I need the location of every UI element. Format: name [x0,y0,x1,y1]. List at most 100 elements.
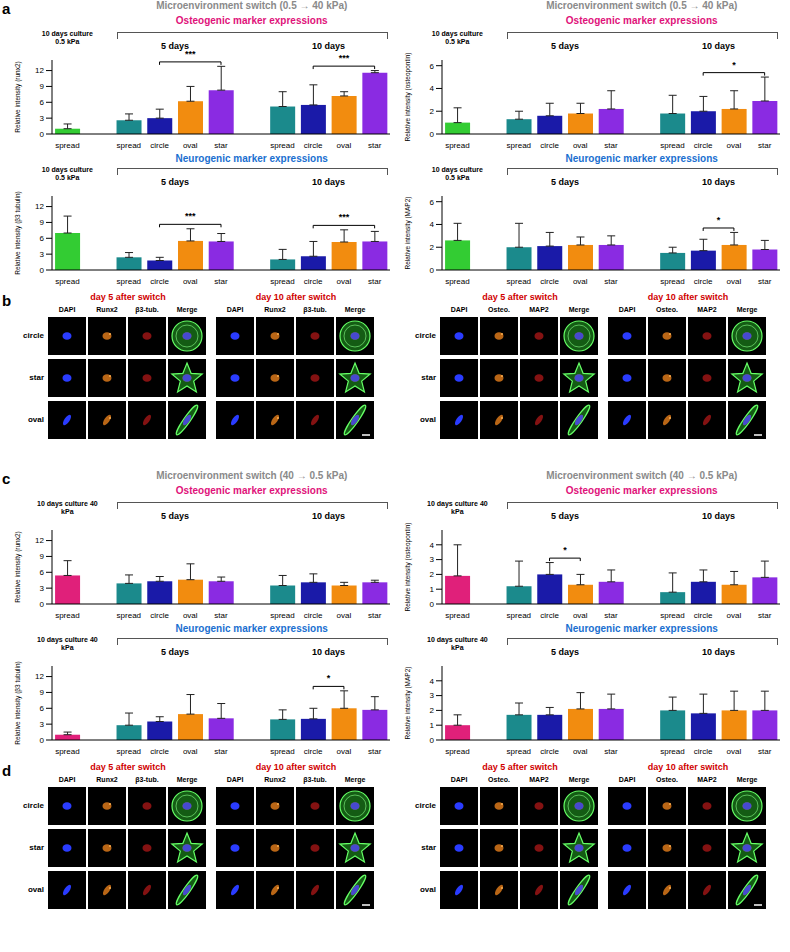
svg-text:star: star [758,611,772,620]
svg-text:oval: oval [183,141,198,150]
svg-text:spread: spread [507,277,531,286]
svg-text:12: 12 [35,66,44,75]
svg-text:spread: spread [660,141,684,150]
svg-text:circle: circle [694,747,713,756]
svg-text:circle: circle [304,141,323,150]
svg-text:spread: spread [507,747,531,756]
svg-text:9: 9 [40,218,45,227]
svg-text:oval: oval [727,277,742,286]
svg-text:star: star [368,277,382,286]
svg-text:spread: spread [55,747,79,756]
svg-text:spread: spread [445,277,469,286]
svg-text:star: star [604,277,618,286]
svg-text:Relative intensity (MAP2): Relative intensity (MAP2) [404,667,412,740]
svg-text:spread: spread [660,611,684,620]
svg-text:spread: spread [660,747,684,756]
svg-text:6: 6 [430,198,435,207]
svg-text:oval: oval [337,277,352,286]
svg-text:star: star [758,277,772,286]
svg-text:spread: spread [117,747,141,756]
svg-text:circle: circle [150,277,169,286]
svg-text:spread: spread [660,277,684,286]
svg-text:star: star [758,747,772,756]
svg-text:oval: oval [337,747,352,756]
svg-text:circle: circle [150,141,169,150]
svg-text:spread: spread [55,141,79,150]
svg-text:star: star [214,747,228,756]
svg-text:6: 6 [40,234,45,243]
svg-text:circle: circle [150,611,169,620]
svg-text:2: 2 [430,243,435,252]
svg-text:spread: spread [270,141,294,150]
svg-text:spread: spread [445,141,469,150]
svg-text:circle: circle [540,141,559,150]
svg-text:oval: oval [573,141,588,150]
svg-text:2: 2 [430,570,435,579]
svg-text:6: 6 [40,704,45,713]
svg-text:oval: oval [183,277,198,286]
svg-text:***: *** [339,53,350,63]
svg-text:star: star [368,611,382,620]
svg-text:oval: oval [727,141,742,150]
svg-text:oval: oval [573,277,588,286]
svg-text:oval: oval [573,747,588,756]
svg-text:4: 4 [430,541,435,550]
svg-text:0: 0 [40,736,45,745]
svg-text:oval: oval [573,611,588,620]
svg-text:circle: circle [304,611,323,620]
svg-text:circle: circle [540,277,559,286]
svg-text:*: * [327,673,331,683]
svg-text:9: 9 [40,82,45,91]
svg-text:Relative intensity (osteoponti: Relative intensity (osteopontin) [404,523,412,612]
svg-text:oval: oval [183,747,198,756]
svg-text:oval: oval [727,611,742,620]
svg-text:star: star [214,141,228,150]
svg-text:4: 4 [430,677,435,686]
svg-text:star: star [604,747,618,756]
svg-text:star: star [368,141,382,150]
svg-text:oval: oval [727,747,742,756]
svg-text:0: 0 [40,600,45,609]
svg-text:4: 4 [430,220,435,229]
svg-text:spread: spread [445,747,469,756]
svg-text:Relative intensity (β3 tubulin: Relative intensity (β3 tubulin) [14,661,22,745]
svg-text:6: 6 [430,62,435,71]
svg-text:spread: spread [445,611,469,620]
svg-text:6: 6 [40,98,45,107]
svg-text:star: star [368,747,382,756]
svg-text:Relative intensity (runx2): Relative intensity (runx2) [14,61,22,133]
svg-text:3: 3 [430,691,435,700]
svg-text:circle: circle [304,277,323,286]
svg-text:3: 3 [40,250,45,259]
svg-text:*: * [563,545,567,555]
svg-text:0: 0 [40,266,45,275]
svg-text:spread: spread [507,611,531,620]
svg-text:star: star [758,141,772,150]
svg-text:12: 12 [35,672,44,681]
svg-text:star: star [604,611,618,620]
svg-text:3: 3 [40,114,45,123]
svg-text:Relative intensity (β3 tubulin: Relative intensity (β3 tubulin) [14,191,22,275]
svg-text:circle: circle [304,747,323,756]
svg-text:circle: circle [694,141,713,150]
svg-text:0: 0 [40,130,45,139]
svg-text:*: * [732,60,736,70]
svg-text:9: 9 [40,688,45,697]
svg-text:3: 3 [40,584,45,593]
svg-text:spread: spread [55,611,79,620]
svg-text:circle: circle [694,277,713,286]
svg-text:spread: spread [55,277,79,286]
svg-text:circle: circle [540,611,559,620]
svg-text:Relative intensity (osteoponti: Relative intensity (osteopontin) [404,53,412,142]
svg-text:***: *** [185,211,196,221]
svg-text:9: 9 [40,552,45,561]
svg-text:spread: spread [270,277,294,286]
svg-text:0: 0 [430,266,435,275]
svg-text:1: 1 [430,585,435,594]
svg-text:spread: spread [117,141,141,150]
svg-text:star: star [604,141,618,150]
svg-text:2: 2 [430,706,435,715]
svg-text:3: 3 [40,720,45,729]
svg-text:oval: oval [337,611,352,620]
svg-text:12: 12 [35,202,44,211]
